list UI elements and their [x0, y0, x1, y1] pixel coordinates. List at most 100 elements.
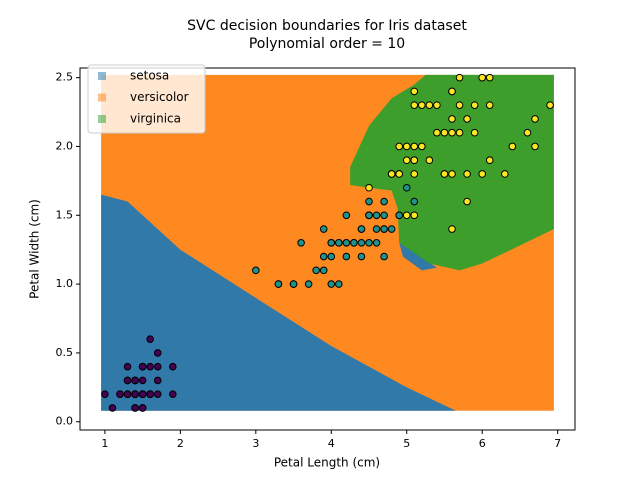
data-point — [425, 101, 434, 109]
data-point — [433, 128, 441, 137]
y-tick-label: 2.0 — [56, 139, 74, 152]
data-point — [485, 73, 494, 82]
data-point — [116, 390, 124, 399]
data-point — [297, 239, 305, 247]
data-point — [319, 225, 328, 233]
data-point — [523, 128, 532, 137]
legend-label: virginica — [130, 112, 181, 126]
legend-swatch — [98, 72, 106, 80]
data-point — [418, 142, 426, 151]
data-point — [153, 390, 162, 399]
data-point — [485, 156, 494, 165]
axes-frame — [79, 67, 576, 431]
data-point — [289, 280, 298, 288]
data-point — [153, 376, 162, 385]
data-point — [455, 73, 464, 82]
data-point — [418, 101, 426, 109]
data-point — [478, 73, 486, 82]
data-point — [448, 170, 456, 178]
legend-swatch — [98, 115, 106, 123]
x-tick-label: 7 — [554, 437, 561, 450]
y-tick-label: 0.0 — [56, 415, 74, 428]
decision-region — [101, 194, 456, 411]
data-point — [440, 170, 449, 178]
data-point — [357, 239, 366, 247]
x-axis-label: Petal Length (cm) — [274, 456, 380, 470]
data-point — [380, 211, 388, 220]
data-point — [448, 87, 456, 96]
data-point — [463, 170, 471, 178]
data-point — [365, 239, 373, 247]
data-point — [372, 239, 381, 247]
data-point — [410, 156, 419, 165]
data-point — [319, 266, 328, 275]
data-point — [470, 101, 479, 109]
data-point — [146, 335, 154, 343]
data-point — [463, 115, 471, 123]
data-point — [448, 128, 456, 137]
data-point — [169, 390, 177, 399]
data-point — [357, 225, 366, 233]
data-point — [169, 362, 177, 371]
data-point — [448, 225, 456, 233]
y-axis-label: Petal Width (cm) — [28, 199, 42, 299]
data-point — [448, 115, 456, 123]
x-tick-label: 4 — [328, 437, 335, 450]
data-point — [463, 197, 471, 206]
data-point — [327, 252, 336, 261]
data-point — [312, 266, 320, 275]
y-tick-label: 0.5 — [56, 346, 74, 359]
data-point — [153, 362, 162, 371]
data-point — [395, 142, 403, 151]
data-point — [410, 211, 419, 220]
data-point — [327, 280, 336, 288]
data-point — [380, 225, 388, 233]
chart-title: SVC decision boundaries for Iris dataset — [187, 18, 467, 34]
data-point — [131, 390, 139, 399]
data-point — [425, 156, 434, 165]
data-point — [138, 404, 147, 412]
data-point — [252, 266, 260, 275]
legend-swatch — [98, 93, 106, 102]
data-point — [380, 252, 388, 261]
data-point — [342, 211, 351, 220]
data-point — [138, 376, 147, 385]
data-point — [123, 390, 132, 399]
chart-subtitle: Polynomial order = 10 — [249, 36, 405, 52]
data-point — [395, 211, 403, 220]
data-point — [274, 280, 283, 288]
data-point — [402, 183, 411, 192]
legend-label: versicolor — [130, 90, 189, 104]
data-point — [123, 376, 132, 385]
data-point — [402, 156, 411, 165]
data-point — [485, 101, 494, 109]
data-point — [410, 197, 419, 206]
data-point — [410, 170, 419, 178]
data-point — [131, 404, 139, 412]
data-point — [342, 239, 351, 247]
data-point — [372, 211, 381, 220]
data-point — [327, 239, 336, 247]
x-tick-label: 1 — [101, 437, 108, 450]
x-tick-label: 2 — [177, 437, 184, 450]
data-point — [365, 183, 373, 192]
legend-label: setosa — [130, 69, 169, 83]
data-point — [108, 404, 117, 412]
data-point — [153, 349, 162, 357]
data-point — [123, 362, 132, 371]
data-point — [395, 170, 403, 178]
y-tick-label: 1.0 — [56, 277, 74, 290]
data-point — [410, 142, 419, 151]
data-point — [387, 225, 396, 233]
data-point — [402, 142, 411, 151]
decision-region — [399, 242, 437, 271]
data-point — [335, 280, 343, 288]
data-point — [387, 170, 396, 178]
data-point — [146, 362, 154, 371]
y-tick-label: 2.5 — [56, 71, 74, 84]
data-point — [440, 128, 449, 137]
legend-frame — [87, 64, 206, 134]
data-point — [365, 197, 373, 206]
x-tick-label: 3 — [252, 437, 259, 450]
